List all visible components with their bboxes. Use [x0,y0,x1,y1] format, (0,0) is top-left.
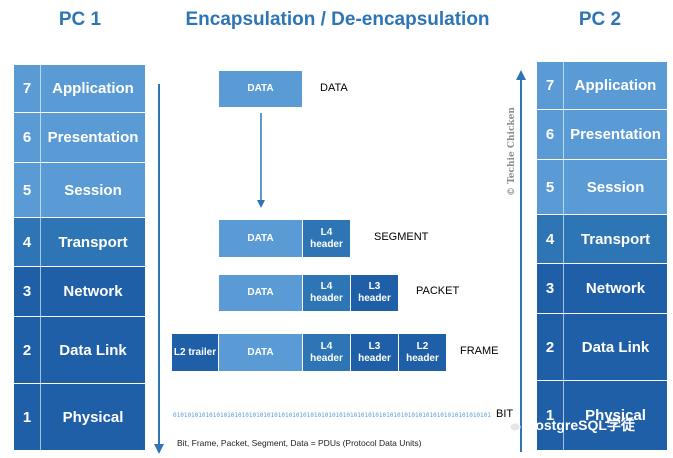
frame-data-box: DATA [219,334,302,371]
layer-number: 1 [14,384,41,450]
layer-name: Physical [585,407,646,424]
pc1-layer-transport: 4 Transport [14,218,145,267]
layer-name: Application [52,80,134,97]
frame-l3-header: L3 header [350,334,398,371]
layer-number: 7 [14,65,41,112]
layer-number: 2 [537,314,564,380]
layer-name: Data Link [59,341,127,359]
layer-number: 2 [14,317,41,383]
pc1-layer-physical: 1 Physical [14,384,145,450]
layer-number: 5 [537,160,564,214]
pc2-layer-transport: 4 Transport [537,215,667,264]
frame-l2-header: L2 header [398,334,446,371]
pc2-layer-physical: 1 Physical [537,381,667,450]
packet-data-box: DATA [219,275,302,311]
packet-l3-header: L3 header [350,275,398,311]
pc1-layer-session: 5 Session [14,163,145,218]
layer-name: Network [63,283,123,300]
layer-number: 7 [537,62,564,109]
layer-number: 4 [14,218,41,266]
pc1-layer-network: 3 Network [14,267,145,317]
pc2-layer-presentation: 6 Presentation [537,110,667,160]
up-arrow-head [516,70,526,80]
layer-name: Transport [580,230,651,248]
down-arrow-head [154,444,164,454]
layer-number: 6 [14,113,41,162]
layer-name: Physical [62,408,124,426]
pc2-title: PC 2 [578,9,622,30]
wechat-icon [503,418,521,432]
layer-name: Network [585,280,646,297]
pc1-title: PC 1 [58,9,102,30]
bit-stream: 0101010101010101010101010101010101010101… [173,412,491,419]
layer-name: Application [574,77,657,94]
pc1-layer-presentation: 6 Presentation [14,113,145,163]
data-to-segment-head [257,200,265,208]
frame-l2-trailer: L2 trailer [172,334,219,371]
layer-number: 5 [14,163,41,217]
packet-l4-header: L4 header [302,275,350,311]
pdu-footnote: Bit, Frame, Packet, Segment, Data = PDUs… [177,438,422,448]
bit-label: BIT [496,408,514,420]
packet-label: PACKET [416,285,460,297]
layer-name: Transport [58,233,128,251]
brand-text: PostgreSQL学徒 [526,417,635,433]
layer-name: Session [64,181,122,199]
layer-number: 3 [537,264,564,313]
segment-l4-header: L4 header [302,220,350,257]
brand-watermark: PostgreSQL学徒 [503,415,635,435]
frame-label: FRAME [460,345,499,357]
layer-number: 4 [537,215,564,263]
segment-data-box: DATA [219,220,302,257]
layer-number: 3 [14,267,41,316]
layer-number: 6 [537,110,564,159]
pc1-layer-application: 7 Application [14,65,145,113]
frame-l4-header: L4 header [302,334,350,371]
pc2-layer-datalink: 2 Data Link [537,314,667,381]
layer-name: Presentation [47,129,139,146]
copyright-watermark: © Techie Chicken [507,107,517,196]
layer-name: Presentation [570,126,661,143]
pc2-layer-application: 7 Application [537,62,667,110]
data-label: DATA [320,82,348,94]
segment-label: SEGMENT [374,231,429,243]
pc2-layer-network: 3 Network [537,264,667,314]
pc1-layer-datalink: 2 Data Link [14,317,145,384]
diagram-title: Encapsulation / De-encapsulation [185,9,490,30]
layer-number: 1 [537,381,564,450]
pc2-layer-session: 5 Session [537,160,667,215]
data-box: DATA [219,71,302,107]
layer-name: Session [586,178,645,196]
layer-name: Data Link [581,338,650,356]
